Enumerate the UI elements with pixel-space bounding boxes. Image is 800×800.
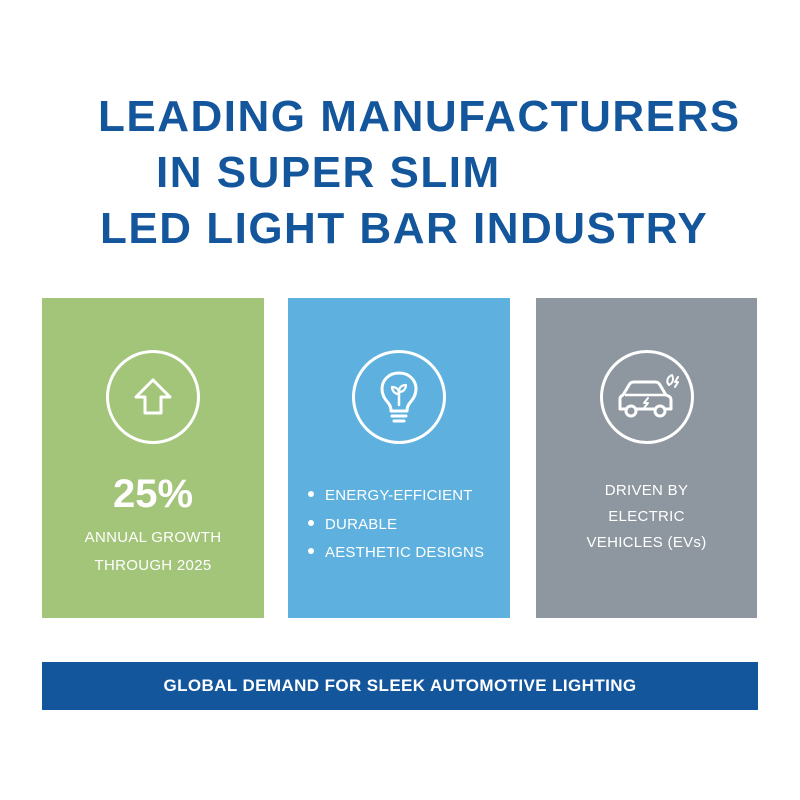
growth-caption-line-2: THROUGH 2025 (94, 557, 212, 574)
ev-caption-line-2: ELECTRIC (608, 508, 685, 525)
growth-stat: 25% (112, 472, 194, 516)
growth-caption: ANNUAL GROWTH THROUGH 2025 (42, 524, 264, 580)
ev-caption-line-3: VEHICLES (EVs) (586, 534, 707, 551)
footer-banner: GLOBAL DEMAND FOR SLEEK AUTOMOTIVE LIGHT… (42, 662, 758, 710)
title-line-1: LEADING MANUFACTURERS (98, 92, 741, 141)
list-item: ENERGY-EFFICIENT (308, 482, 484, 511)
ev-caption: DRIVEN BY ELECTRIC VEHICLES (EVs) (536, 478, 757, 556)
title-line-2: IN SUPER SLIM (156, 148, 501, 197)
growth-card: 25% ANNUAL GROWTH THROUGH 2025 (42, 298, 264, 618)
features-list: ENERGY-EFFICIENT DURABLE AESTHETIC DESIG… (308, 482, 484, 568)
house-arrow-up-icon (106, 350, 200, 444)
list-item: DURABLE (308, 511, 484, 540)
title-line-3: LED LIGHT BAR INDUSTRY (100, 204, 709, 253)
electric-car-icon (599, 350, 694, 444)
growth-caption-line-1: ANNUAL GROWTH (84, 529, 222, 546)
features-card: ENERGY-EFFICIENT DURABLE AESTHETIC DESIG… (288, 298, 510, 618)
ev-caption-line-1: DRIVEN BY (604, 482, 689, 499)
list-item: AESTHETIC DESIGNS (308, 539, 484, 568)
ev-card: DRIVEN BY ELECTRIC VEHICLES (EVs) (536, 298, 757, 618)
lightbulb-sprout-icon (352, 350, 446, 444)
